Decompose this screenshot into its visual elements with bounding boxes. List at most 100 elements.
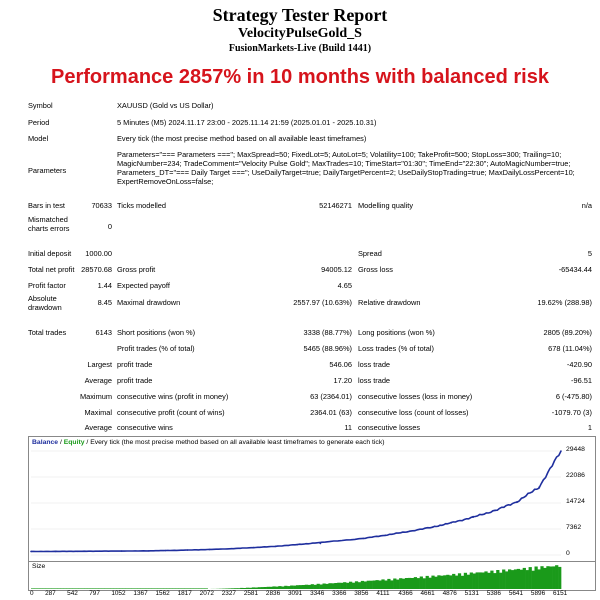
size-bar [508, 569, 512, 589]
average-consec-losses-value: 1 [587, 423, 592, 432]
size-bar [490, 570, 494, 589]
maximal-consec-profit-label: consecutive profit (count of wins) [117, 408, 225, 417]
size-bar [552, 566, 556, 589]
period-value: 5 Minutes (M5) 2024.11.17 23:00 - 2025.1… [117, 118, 377, 127]
size-bar [419, 576, 423, 589]
size-bar [428, 577, 432, 589]
size-bar [290, 585, 294, 589]
size-bar [57, 588, 61, 589]
quality-value: n/a [581, 201, 592, 210]
balance-point [538, 486, 540, 488]
balance-point [472, 516, 474, 519]
size-bar [195, 588, 200, 589]
x-tick-label: 3856 [354, 590, 369, 597]
spread-value: 5 [587, 249, 592, 258]
short-label: Short positions (won %) [117, 328, 196, 337]
size-bar [516, 568, 521, 589]
size-bar [549, 566, 553, 589]
parameters-label: Parameters [28, 166, 67, 175]
x-tick-label: 542 [67, 590, 78, 597]
absdd-value: 8.45 [97, 298, 112, 307]
size-bar [558, 566, 562, 589]
size-bar [78, 588, 82, 589]
balance-point [252, 546, 255, 549]
profitfactor-label: Profit factor [28, 281, 66, 290]
size-bar [190, 588, 194, 589]
symbol-value: XAUUSD (Gold vs US Dollar) [117, 101, 214, 110]
size-bar [298, 585, 303, 589]
balance-series-line [31, 450, 562, 553]
x-tick-label: 287 [45, 590, 56, 597]
size-bar [248, 587, 253, 589]
size-bar [275, 586, 279, 589]
size-bar [478, 572, 482, 589]
size-bar [351, 582, 356, 589]
size-bar [175, 588, 179, 589]
size-bar [487, 572, 491, 589]
size-bar [178, 588, 182, 589]
balance-point [516, 500, 518, 503]
size-bar [452, 573, 456, 589]
size-bar [257, 587, 261, 589]
size-bar [475, 572, 479, 589]
size-bar [125, 588, 129, 589]
grossprofit-label: Gross profit [117, 265, 156, 274]
size-bar [522, 567, 526, 589]
x-tick-label: 4661 [420, 590, 435, 597]
size-bar [360, 580, 365, 589]
size-bar [278, 586, 282, 589]
balance-point [54, 550, 57, 553]
size-bar [402, 578, 406, 589]
balance-point [147, 550, 150, 552]
size-bar [142, 588, 147, 589]
long-label: Long positions (won %) [358, 328, 435, 337]
y-tick-label: 22086 [566, 472, 585, 479]
size-bar [284, 585, 288, 589]
size-bar [534, 566, 538, 589]
maximal-consec-loss-label: consecutive loss (count of losses) [358, 408, 469, 417]
size-bar [455, 575, 459, 589]
x-tick-label: 2072 [199, 590, 214, 597]
ptrades-label: Profit trades (% of total) [117, 344, 195, 353]
size-bar [66, 588, 70, 589]
size-bar [331, 583, 335, 589]
y-tick-label: 0 [566, 550, 570, 557]
size-bar [151, 588, 155, 589]
size-bar [293, 585, 297, 589]
size-bar [243, 588, 247, 589]
size-bar [505, 571, 509, 589]
maxdd-label: Maximal drawdown [117, 298, 181, 307]
x-tick-label: 4366 [398, 590, 413, 597]
size-bar [404, 578, 409, 589]
average-consec-losses-label: consecutive losses [358, 423, 421, 432]
mismatch-value: 0 [107, 222, 112, 231]
balance-point [450, 522, 452, 524]
size-bar [469, 572, 473, 589]
size-bar [334, 583, 338, 589]
size-bar [240, 587, 244, 589]
balance-point [186, 549, 189, 551]
performance-banner: Performance 2857% in 10 months with bala… [51, 66, 549, 88]
balance-point [30, 550, 32, 553]
bars-value: 70633 [91, 201, 112, 210]
size-bar [160, 588, 164, 589]
size-bar [481, 572, 485, 589]
size-bar [42, 588, 47, 589]
size-bar [484, 571, 488, 589]
grossprofit-value: 94005.12 [321, 265, 352, 274]
quality-label: Modelling quality [358, 201, 414, 210]
legend-description: / Every tick (the most precise method ba… [84, 439, 385, 446]
size-bar [537, 569, 541, 589]
size-bar [463, 572, 468, 589]
x-tick-label: 1367 [133, 590, 148, 597]
size-bar [81, 588, 85, 589]
balance-point [76, 550, 79, 553]
size-bar [113, 588, 117, 589]
size-bar [357, 582, 362, 589]
size-bar [101, 588, 105, 589]
size-bar [84, 588, 88, 589]
size-bar [134, 588, 138, 589]
size-bar [319, 584, 323, 589]
ea-name: VelocityPulseGold_S [238, 26, 362, 41]
size-bar [296, 585, 300, 589]
